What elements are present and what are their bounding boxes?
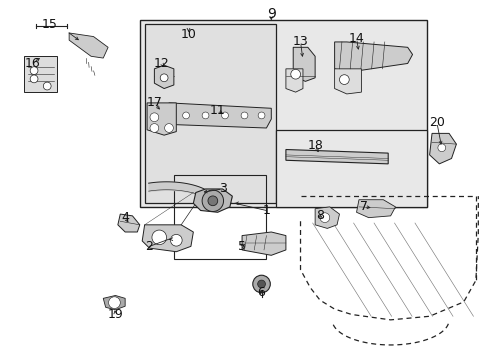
Circle shape (207, 196, 217, 206)
Bar (140, 21, 427, 207)
Text: 9: 9 (266, 7, 275, 21)
Bar (174, 175, 266, 259)
Circle shape (339, 75, 348, 85)
Circle shape (319, 213, 329, 222)
Polygon shape (285, 69, 303, 92)
Text: 12: 12 (154, 57, 169, 70)
Polygon shape (242, 232, 285, 255)
Circle shape (150, 113, 159, 122)
Text: 1: 1 (262, 204, 270, 217)
Bar (144, 24, 276, 203)
Circle shape (252, 275, 270, 293)
Circle shape (30, 75, 38, 83)
Circle shape (170, 234, 182, 246)
Text: 10: 10 (180, 28, 196, 41)
Text: 15: 15 (41, 18, 58, 31)
Circle shape (221, 112, 228, 119)
Circle shape (241, 112, 247, 119)
Polygon shape (314, 207, 339, 228)
Text: 16: 16 (25, 57, 41, 70)
Circle shape (437, 144, 445, 152)
Polygon shape (103, 296, 125, 310)
Text: 4: 4 (121, 211, 129, 224)
Text: 6: 6 (257, 287, 265, 300)
Text: 3: 3 (218, 183, 226, 195)
Circle shape (152, 230, 166, 245)
Polygon shape (356, 200, 395, 218)
Polygon shape (147, 103, 176, 135)
Bar (276, 130, 427, 207)
Text: 5: 5 (238, 240, 245, 253)
Text: 18: 18 (306, 139, 323, 152)
Text: 17: 17 (146, 96, 162, 109)
Polygon shape (154, 65, 174, 89)
Circle shape (202, 190, 223, 212)
Polygon shape (169, 103, 271, 128)
Polygon shape (334, 42, 412, 72)
Circle shape (43, 82, 51, 90)
Text: 19: 19 (107, 308, 123, 321)
Circle shape (258, 112, 264, 119)
Circle shape (257, 280, 265, 288)
Polygon shape (193, 189, 232, 212)
Circle shape (202, 112, 208, 119)
Text: 8: 8 (315, 210, 324, 222)
Polygon shape (293, 47, 314, 81)
Text: 20: 20 (428, 116, 444, 129)
Circle shape (30, 67, 38, 75)
Text: 14: 14 (348, 32, 364, 45)
Polygon shape (334, 69, 361, 94)
Circle shape (150, 123, 159, 132)
Circle shape (164, 123, 173, 132)
Text: 11: 11 (209, 104, 225, 117)
Polygon shape (429, 134, 455, 164)
Text: 7: 7 (359, 201, 367, 213)
Polygon shape (285, 149, 387, 164)
Circle shape (182, 112, 189, 119)
Polygon shape (69, 33, 108, 58)
Circle shape (290, 69, 300, 79)
Polygon shape (118, 214, 140, 232)
Text: 13: 13 (292, 35, 308, 49)
Text: 2: 2 (145, 240, 153, 253)
Polygon shape (142, 225, 193, 252)
Circle shape (160, 74, 168, 82)
Polygon shape (24, 56, 57, 92)
Circle shape (108, 297, 120, 309)
